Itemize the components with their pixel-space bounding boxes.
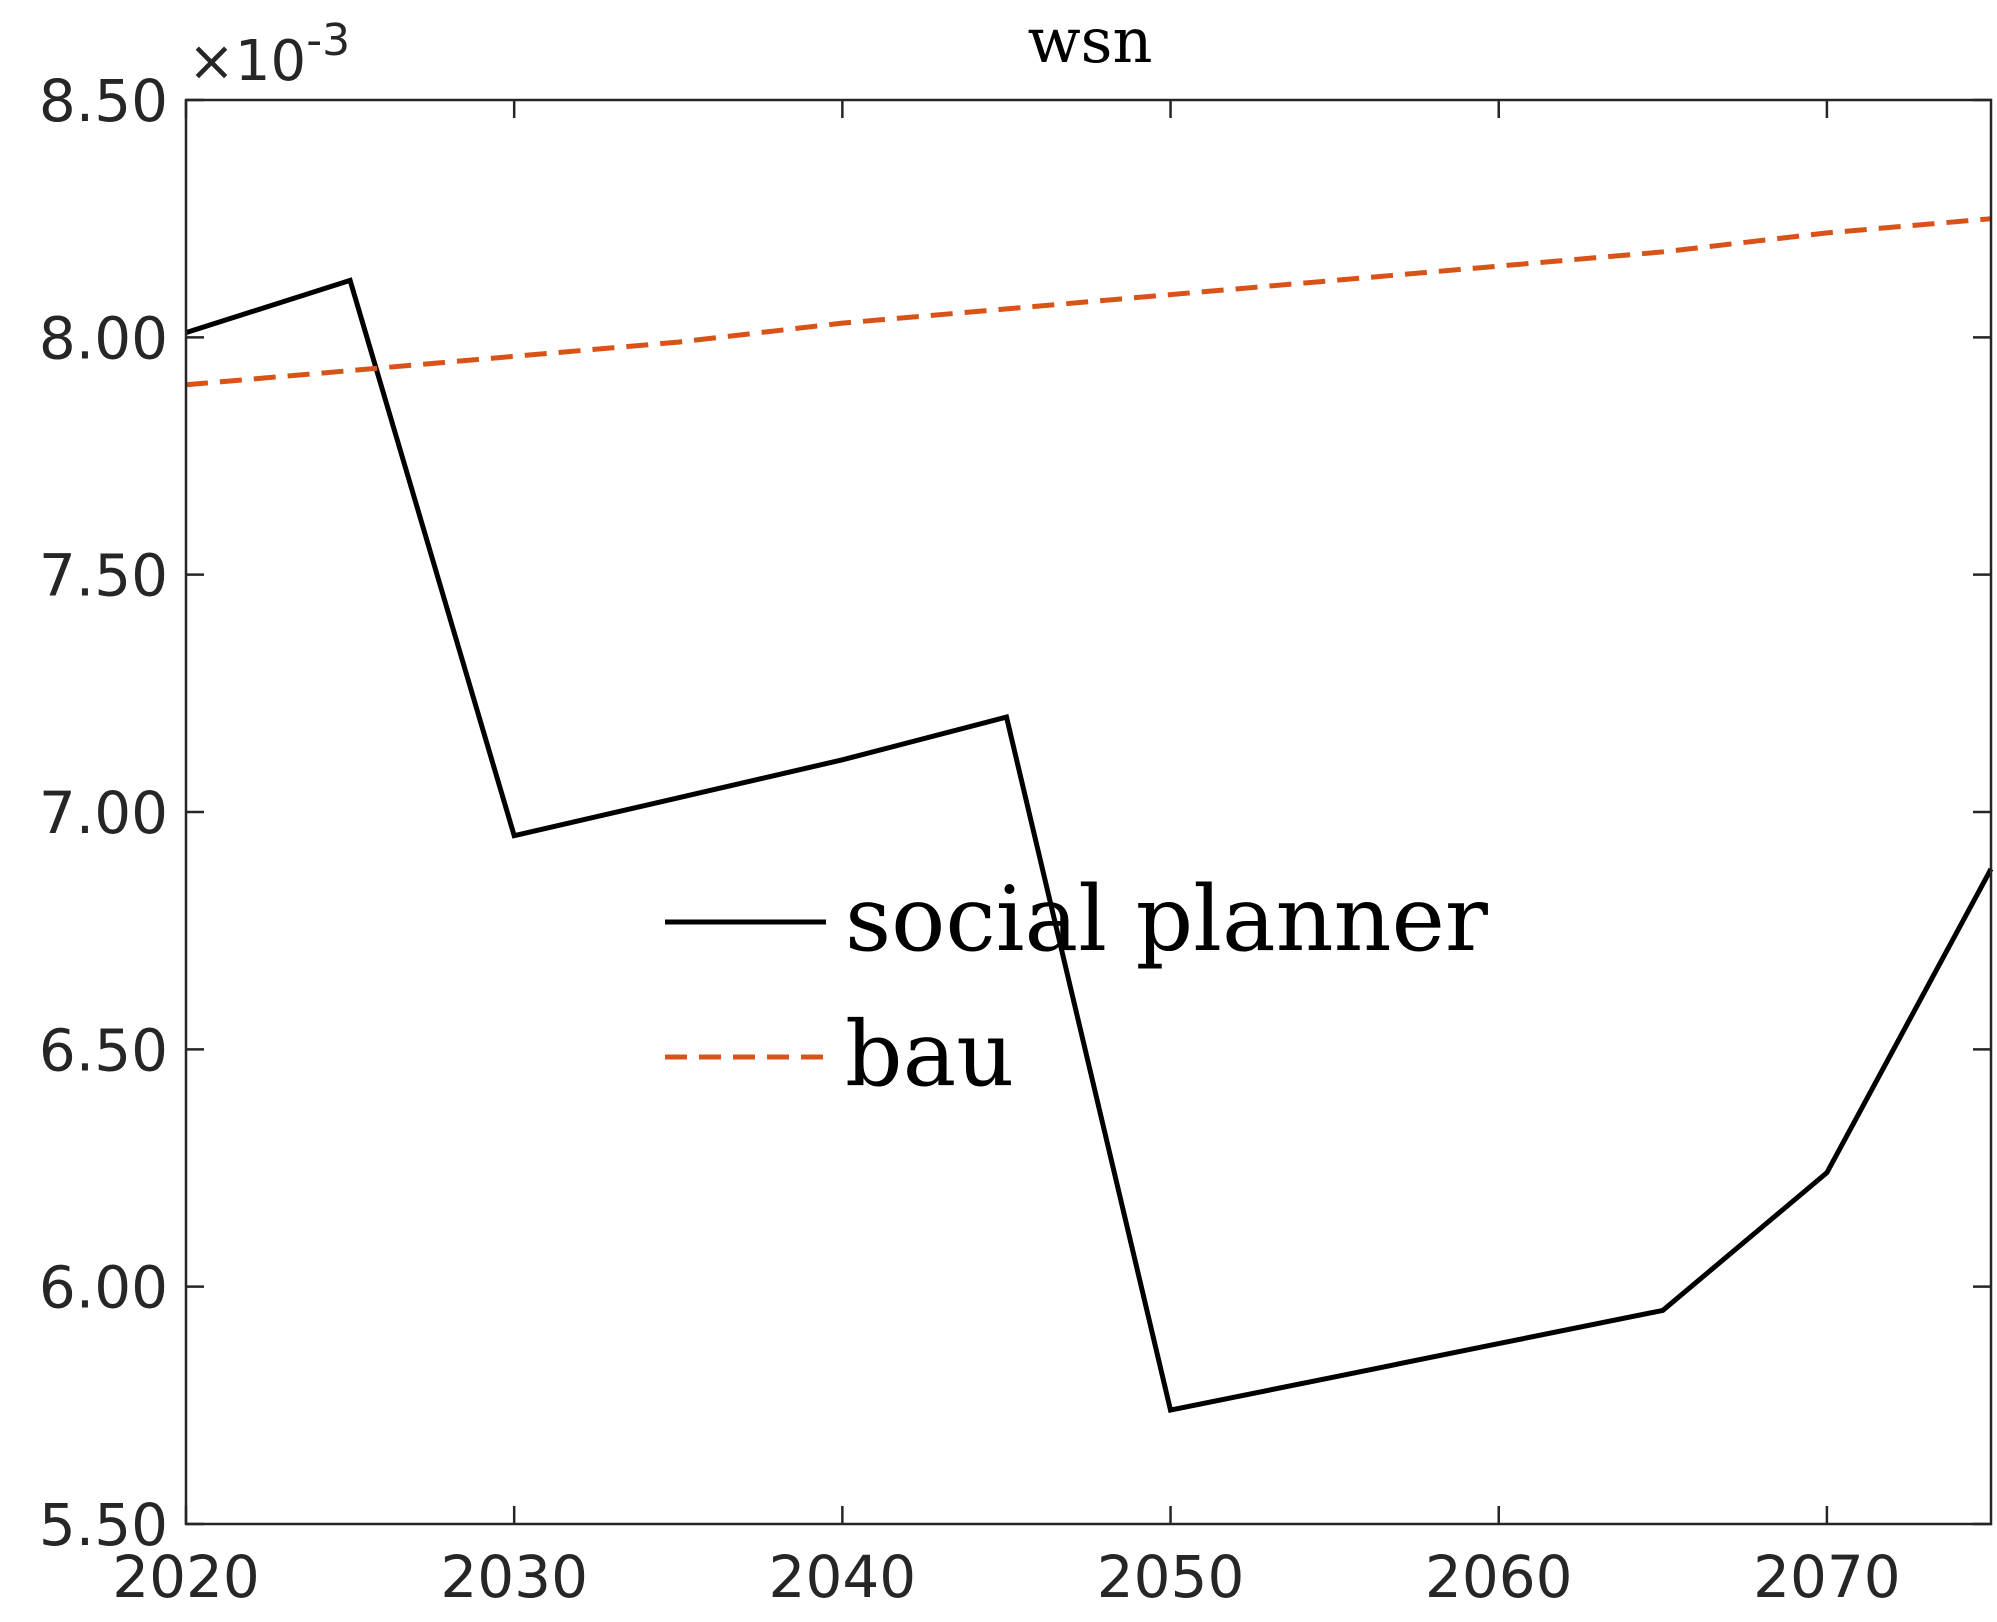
y-tick-label: 7.00: [39, 779, 168, 847]
x-tick-label: 2030: [440, 1543, 588, 1611]
y-tick-label: 5.50: [39, 1491, 168, 1559]
text-layer: wsn ×10-3: [188, 4, 1152, 94]
y-exponent-prefix: ×10: [188, 29, 306, 94]
series-line-social-planner: [185, 277, 1994, 1414]
series-line-bau: [185, 216, 1992, 388]
y-exponent-label: ×10-3: [188, 15, 350, 95]
y-tick-label: 6.50: [39, 1016, 168, 1084]
legend: social planner bau: [665, 867, 1489, 1107]
ticks-layer: 2020 2030 2040 2050 2060 2070 5.50 6.00 6.50 7.00…: [39, 67, 1991, 1611]
x-tick-label: 2050: [1097, 1543, 1245, 1611]
y-tick-label: 7.50: [39, 542, 168, 610]
x-tick-label: 2040: [769, 1543, 917, 1611]
legend-label-social-planner: social planner: [845, 867, 1489, 972]
y-tick-label: 8.00: [39, 304, 168, 372]
legend-label-bau: bau: [845, 1002, 1014, 1107]
x-tick-label: 2070: [1753, 1543, 1901, 1611]
plot-area: [186, 100, 1991, 1524]
x-tick-label: 2020: [112, 1543, 260, 1611]
y-tick-label: 8.50: [39, 67, 168, 135]
series-layer: [185, 216, 1994, 1414]
plot-background: [186, 100, 1991, 1524]
y-tick-label: 6.00: [39, 1254, 168, 1322]
y-exponent-power: -3: [306, 15, 350, 66]
x-tick-label: 2060: [1425, 1543, 1573, 1611]
chart-title: wsn: [1028, 4, 1153, 77]
